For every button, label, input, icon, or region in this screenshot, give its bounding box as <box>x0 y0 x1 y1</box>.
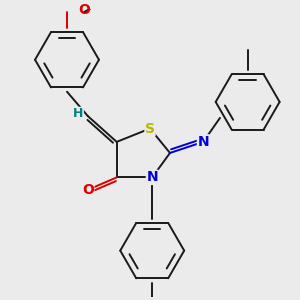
Text: N: N <box>197 135 209 149</box>
Text: O: O <box>82 183 94 197</box>
Text: N: N <box>146 170 158 184</box>
Text: H: H <box>73 107 83 120</box>
Text: O: O <box>78 3 90 17</box>
Text: S: S <box>145 122 155 136</box>
